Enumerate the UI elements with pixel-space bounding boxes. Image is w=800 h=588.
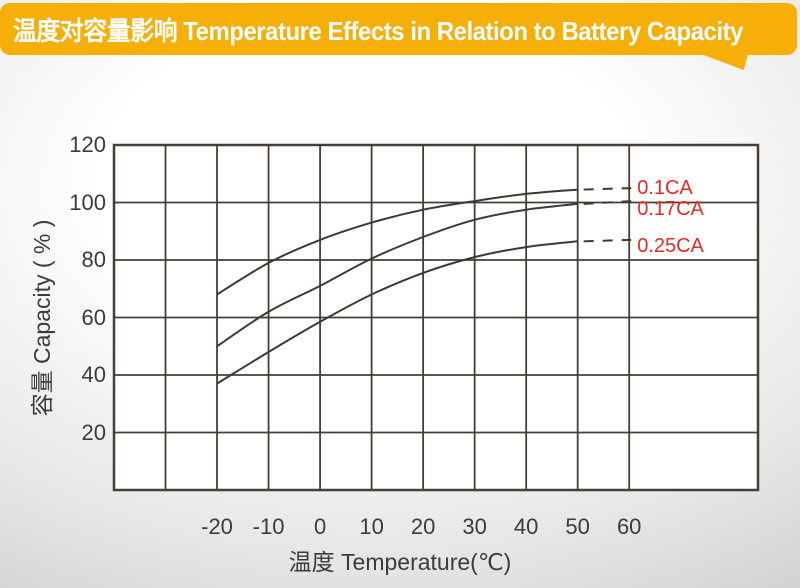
y-tick-60: 60 (81, 304, 106, 330)
dash-0.17CA (583, 200, 632, 205)
x-tick--20: -20 (201, 514, 233, 539)
curve-0.1CA (216, 188, 578, 296)
curve-0.25CA (216, 240, 578, 385)
x-tick-60: 60 (616, 514, 642, 539)
x-tick-10: 10 (359, 514, 384, 539)
curve-0.17CA (216, 202, 578, 348)
series-label-0.1CA: 0.1CA (637, 177, 693, 200)
x-tick--10: -10 (252, 514, 285, 539)
title-banner: 温度对容量影响 Temperature Effects in Relation … (0, 3, 797, 55)
x-tick-40: 40 (513, 514, 539, 539)
x-tick-30: 30 (462, 514, 487, 539)
dash-0.1CA (583, 187, 632, 191)
y-tick-20: 20 (81, 419, 106, 445)
y-tick-80: 80 (81, 247, 106, 272)
page-title: 温度对容量影响 Temperature Effects in Relation … (12, 15, 743, 46)
y-tick-100: 100 (69, 189, 106, 215)
series-label-0.17CA: 0.17CA (637, 198, 704, 221)
y-tick-120: 120 (69, 132, 106, 157)
y-tick-40: 40 (81, 362, 106, 387)
dash-0.25CA (583, 238, 632, 243)
x-tick-20: 20 (410, 514, 436, 539)
x-axis-title: 温度 Temperature(℃) (288, 549, 512, 575)
x-tick-50: 50 (565, 514, 590, 539)
x-tick-0: 0 (313, 514, 327, 539)
y-axis-title: 容量 Capacity ( % ) (29, 219, 55, 417)
series-label-0.25CA: 0.25CA (637, 234, 704, 257)
